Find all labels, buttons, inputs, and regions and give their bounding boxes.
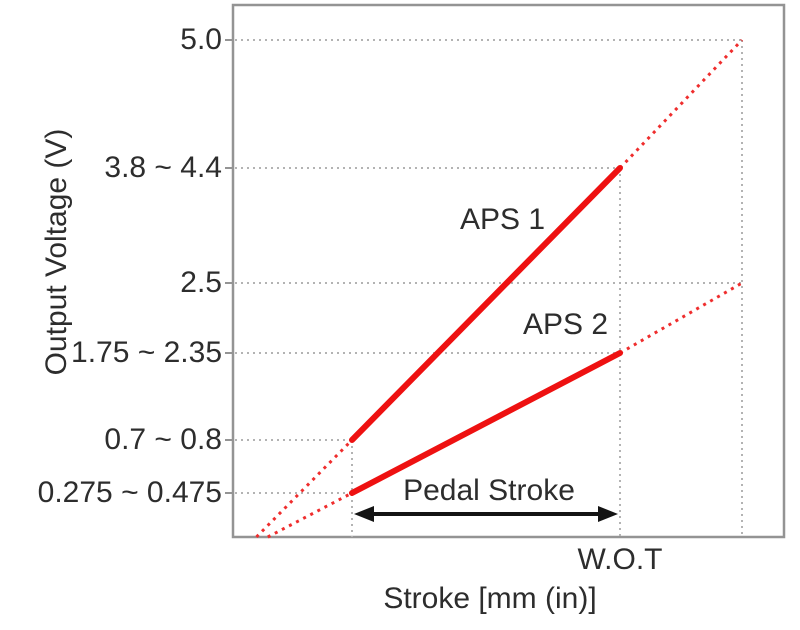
- ytick-2.5: 2.5: [180, 266, 222, 299]
- ytick-1.75-2.35: 1.75 ~ 2.35: [71, 336, 222, 369]
- xtick-wot: W.O.T: [577, 543, 663, 576]
- plot-border: [231, 3, 786, 539]
- aps2-solid-line: [349, 350, 623, 496]
- series-label-aps2: APS 2: [523, 308, 609, 341]
- pedal-stroke-annotation: Pedal Stroke: [403, 474, 575, 507]
- ytick-3.8-4.4: 3.8 ~ 4.4: [104, 151, 222, 184]
- ytick-0.275-0.475: 0.275 ~ 0.475: [37, 476, 222, 509]
- pedal-stroke-arrowhead-right: [598, 506, 618, 522]
- aps1-dashed-upper: [618, 38, 744, 170]
- y-axis-title: Output Voltage (V): [40, 128, 73, 376]
- pedal-stroke-arrowhead-left: [354, 506, 374, 522]
- ytick-0.7-0.8: 0.7 ~ 0.8: [104, 423, 222, 456]
- aps2-dashed-upper: [619, 281, 743, 355]
- aps1-solid-line: [349, 165, 623, 443]
- aps1-dashed-lower: [255, 438, 354, 539]
- series-label-aps1: APS 1: [460, 203, 546, 236]
- x-axis-title: Stroke [mm (in)]: [383, 582, 597, 615]
- ytick-5.0: 5.0: [180, 23, 222, 56]
- aps2-dashed-lower: [267, 491, 353, 539]
